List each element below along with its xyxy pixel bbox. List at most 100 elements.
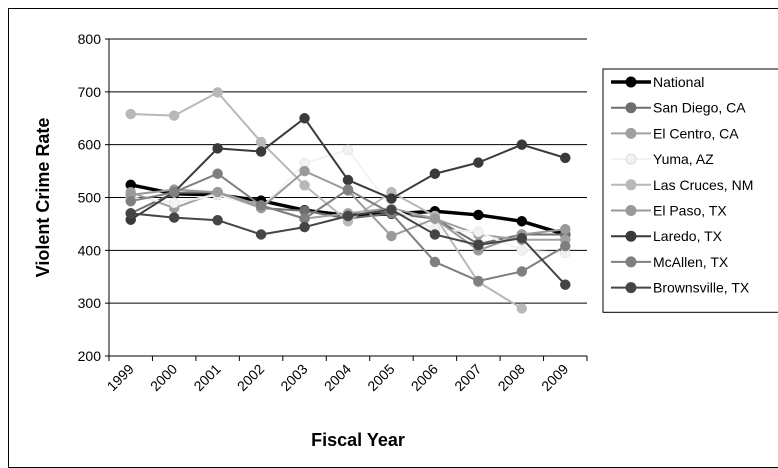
- y-tick-label: 700: [78, 84, 102, 100]
- legend-label: Laredo, TX: [653, 228, 723, 244]
- y-axis-title: Violent Crime Rate: [33, 118, 53, 278]
- data-point: [299, 165, 310, 177]
- legend-item: El Paso, TX: [611, 203, 727, 219]
- data-point: [473, 226, 484, 238]
- data-point: [212, 186, 223, 198]
- data-point: [473, 239, 484, 251]
- x-tick-label: 1999: [104, 361, 137, 394]
- data-point: [125, 208, 136, 219]
- data-point: [342, 174, 354, 186]
- legend-item: Yuma, AZ: [611, 151, 714, 167]
- y-tick-label: 800: [78, 31, 102, 47]
- chart-frame: 200 300 400 500 600 700 800 1999 2000 2001 2002 200…: [8, 8, 778, 468]
- data-point: [516, 303, 528, 314]
- x-tick-label: 2000: [147, 361, 180, 394]
- data-point: [168, 110, 180, 121]
- data-point: [299, 180, 310, 191]
- data-point: [212, 87, 223, 98]
- legend-item: McAllen, TX: [611, 254, 729, 270]
- x-tick-label: 2001: [190, 361, 223, 394]
- data-point: [560, 223, 571, 235]
- data-point: [386, 193, 397, 204]
- x-tick-label: 2006: [408, 361, 441, 394]
- data-point: [299, 113, 310, 124]
- y-tick-label: 600: [78, 137, 102, 153]
- legend-label: Brownsville, TX: [653, 280, 750, 296]
- x-tick-label: 2007: [451, 361, 484, 394]
- data-point: [560, 279, 571, 290]
- series-line: [130, 117, 566, 221]
- series: [125, 204, 571, 290]
- legend-swatch-marker: [625, 256, 637, 268]
- gridlines: [109, 38, 587, 304]
- y-tick-label: 300: [78, 295, 102, 311]
- data-point: [473, 209, 484, 221]
- legend-swatch-marker: [625, 205, 637, 216]
- legend: National San Diego, CA El Centro, CA Yuma, …: [602, 68, 778, 313]
- data-point: [516, 139, 528, 150]
- data-point: [386, 230, 397, 242]
- x-tick-label: 2009: [538, 361, 571, 394]
- legend-swatch-marker: [625, 179, 637, 191]
- data-point: [212, 143, 223, 154]
- data-point: [473, 157, 484, 168]
- data-point: [125, 108, 136, 120]
- series: [125, 168, 571, 287]
- legend-item: El Centro, CA: [611, 125, 739, 141]
- legend-item: San Diego, CA: [611, 100, 746, 116]
- series-layer: [125, 87, 571, 314]
- legend-swatch-marker: [625, 127, 637, 139]
- legend-swatch-marker: [625, 282, 637, 294]
- x-tick-label: 2008: [495, 361, 528, 394]
- data-point: [255, 200, 267, 211]
- x-tick-label: 2004: [321, 361, 354, 394]
- data-point: [429, 168, 441, 179]
- legend-swatch-marker: [625, 230, 637, 242]
- y-tick-label: 500: [78, 190, 102, 206]
- data-point: [560, 240, 571, 252]
- legend-label: National: [653, 74, 704, 90]
- legend-label: Las Cruces, NM: [653, 177, 753, 193]
- line-chart: 200 300 400 500 600 700 800 1999 2000 2001 2002 200…: [33, 31, 778, 450]
- x-tick-label: 2005: [364, 361, 397, 394]
- legend-item: National: [611, 74, 704, 90]
- data-point: [516, 266, 528, 277]
- x-tick-label: 2003: [277, 361, 310, 394]
- data-point: [255, 229, 267, 240]
- legend-label: San Diego, CA: [653, 100, 746, 116]
- x-tick-label: 2002: [234, 361, 267, 394]
- data-point: [516, 216, 528, 227]
- legend-label: McAllen, TX: [653, 254, 729, 270]
- legend-label: El Centro, CA: [653, 125, 739, 141]
- data-point: [386, 204, 397, 215]
- x-axis-title: Fiscal Year: [311, 430, 405, 450]
- legend-label: Yuma, AZ: [653, 151, 714, 167]
- data-point: [168, 197, 180, 209]
- data-point: [125, 195, 136, 207]
- y-tick-label: 200: [78, 348, 102, 364]
- data-point: [212, 214, 223, 226]
- series: [125, 113, 571, 225]
- y-tick-label: 400: [78, 242, 102, 258]
- data-point: [255, 136, 267, 148]
- data-point: [516, 245, 528, 256]
- legend-item: Brownsville, TX: [611, 280, 750, 296]
- data-point: [473, 275, 484, 287]
- legend-item: Laredo, TX: [611, 228, 723, 244]
- data-point: [429, 213, 441, 224]
- data-point: [429, 256, 441, 268]
- legend-item: Las Cruces, NM: [611, 177, 753, 193]
- legend-swatch-marker: [625, 102, 637, 114]
- legend-swatch-marker: [625, 153, 637, 165]
- data-point: [299, 221, 310, 233]
- data-point: [560, 152, 571, 164]
- data-point: [168, 212, 180, 223]
- data-point: [168, 186, 180, 198]
- legend-swatch-marker: [625, 76, 637, 88]
- data-point: [342, 144, 354, 156]
- data-point: [255, 146, 267, 157]
- data-point: [342, 210, 354, 222]
- legend-label: El Paso, TX: [653, 203, 727, 219]
- data-point: [212, 168, 223, 179]
- data-point: [429, 229, 441, 240]
